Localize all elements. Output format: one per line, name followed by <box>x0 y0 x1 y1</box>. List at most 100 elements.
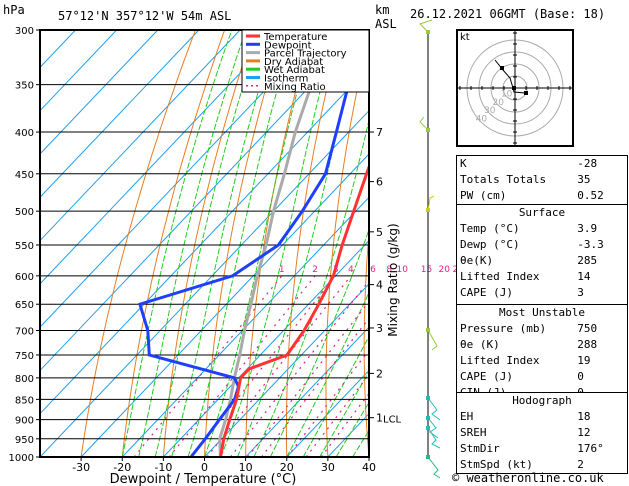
height-unit-asl: ASL <box>375 17 397 31</box>
row-value: 12 <box>577 426 591 439</box>
legend-label: Parcel Trajectory <box>264 49 347 60</box>
wind-barb-dot <box>426 416 430 420</box>
wet-adiabat <box>302 335 369 457</box>
wind-barb-dot <box>426 328 430 332</box>
legend-label: Temperature <box>263 32 327 43</box>
isotherm <box>80 153 369 457</box>
isotherm <box>40 30 118 112</box>
temperature-tick-label: 30 <box>321 461 335 474</box>
row-value: 176° <box>577 442 604 455</box>
table-row: θe (K) 288 <box>457 337 627 353</box>
table-row: Pressure (mb) 750 <box>457 321 627 337</box>
row-value: 0 <box>577 370 584 383</box>
height-tick-label: 4 <box>376 279 383 292</box>
hodograph-ring-label: 20 <box>492 98 504 108</box>
table-row: PW (cm) 0.52 <box>457 188 627 204</box>
pressure-tick-label: 750 <box>15 351 34 362</box>
table-row: SREH 12 <box>457 425 627 441</box>
wind-barb <box>427 195 435 211</box>
mixing-ratio-label: 8 <box>386 265 392 275</box>
row-label: θe(K) <box>460 254 494 267</box>
table-row: CAPE (J) 3 <box>457 285 627 301</box>
pressure-tick-label: 400 <box>15 128 34 139</box>
temperature-tick-label: 40 <box>362 461 376 474</box>
temperature-tick-label: 10 <box>239 461 253 474</box>
row-value: 288 <box>577 338 598 351</box>
wind-barb-dot <box>426 455 430 459</box>
hodograph-point <box>512 86 516 90</box>
credit: © weatheronline.co.uk <box>452 471 604 485</box>
hodograph-ring-label: 40 <box>476 115 488 125</box>
isotherm <box>163 239 369 457</box>
x-axis-label: Dewpoint / Temperature (°C) <box>110 472 297 486</box>
mixing-ratio-label: 6 <box>370 265 376 275</box>
mixing-ratio-label: 20 <box>439 265 451 275</box>
height-tick-label: 2 <box>376 367 383 380</box>
legend-label: Isotherm <box>264 74 308 85</box>
surface-title: Surface <box>518 206 566 219</box>
mixing-ratio-line <box>247 300 369 457</box>
row-value: 3.9 <box>577 222 598 235</box>
row-value: 19 <box>577 354 591 367</box>
lcl-label: LCL <box>383 415 402 426</box>
row-value: 18 <box>577 410 591 423</box>
row-value: 285 <box>577 254 598 267</box>
temperature-tick-label: -30 <box>72 461 90 474</box>
wet-adiabat <box>204 30 315 457</box>
isotherm <box>40 30 282 285</box>
pressure-tick-label: 1000 <box>9 453 34 464</box>
height-tick-label: 3 <box>376 322 383 335</box>
table-row: Totals Totals 35 <box>457 172 627 188</box>
pressure-tick-label: 800 <box>15 374 34 385</box>
dry-adiabat <box>437 30 458 457</box>
table-row: θe(K) 285 <box>457 253 627 269</box>
pressure-tick-label: 850 <box>15 395 34 406</box>
mixing-ratio-label: 2 <box>312 265 318 275</box>
temperature-tick-label: 20 <box>280 461 294 474</box>
wind-barb <box>419 19 433 33</box>
row-label: K <box>460 157 467 170</box>
hodograph-ring-label: 30 <box>484 106 496 116</box>
temperature-profile <box>219 162 369 457</box>
temperature-tick-label: -20 <box>113 461 131 474</box>
legend-box <box>241 29 370 93</box>
table-row: StmDir 176° <box>457 441 627 457</box>
row-label: Lifted Index <box>460 270 540 283</box>
hodograph-table: Hodograph EH 18 SREH 12 StmDir 176° StmSpd (kt… <box>456 392 628 474</box>
pressure-tick-label: 950 <box>15 435 34 446</box>
isotherm <box>286 369 369 457</box>
table-row: StmSpd (kt) 2 <box>457 457 627 473</box>
mixing-ratio-line <box>230 279 369 457</box>
height-unit-km: km <box>375 3 390 17</box>
wind-barb <box>419 116 429 131</box>
isotherm <box>40 30 76 69</box>
wet-adiabat <box>154 30 262 457</box>
pressure-tick-label: 700 <box>15 327 34 338</box>
surface-table: Surface Temp (°C) 3.9 Dewp (°C) -3.3 θe(K) 28… <box>456 204 628 318</box>
table-row: Lifted Index 19 <box>457 353 627 369</box>
wind-barb <box>427 427 441 449</box>
table-row: Lifted Index 14 <box>457 269 627 285</box>
isotherm <box>40 30 241 242</box>
row-value: -3.3 <box>577 238 604 251</box>
right-axis-label: Mixing Ratio (g/kg) <box>386 223 400 336</box>
pressure-gridlines <box>40 29 369 458</box>
table-row: Temp (°C) 3.9 <box>457 221 627 237</box>
wind-barb-dot <box>426 128 430 132</box>
pressure-unit-label: hPa <box>3 3 25 17</box>
mixing-ratio-label: 3 <box>333 265 339 275</box>
row-label: StmDir <box>460 442 500 455</box>
row-value: 35 <box>577 173 591 186</box>
pressure-tick-label: 550 <box>15 241 34 252</box>
row-label: PW (cm) <box>460 189 507 202</box>
row-value: 3 <box>577 286 584 299</box>
wind-barb-dot <box>426 208 430 212</box>
row-label: Pressure (mb) <box>460 322 547 335</box>
wind-barb-dot <box>426 396 430 400</box>
mixing-ratio-label: 15 <box>421 265 432 275</box>
row-label: θe (K) <box>460 338 500 351</box>
wind-barbs <box>419 19 441 479</box>
dewpoint-profile <box>138 30 365 457</box>
isotherm <box>40 30 323 328</box>
